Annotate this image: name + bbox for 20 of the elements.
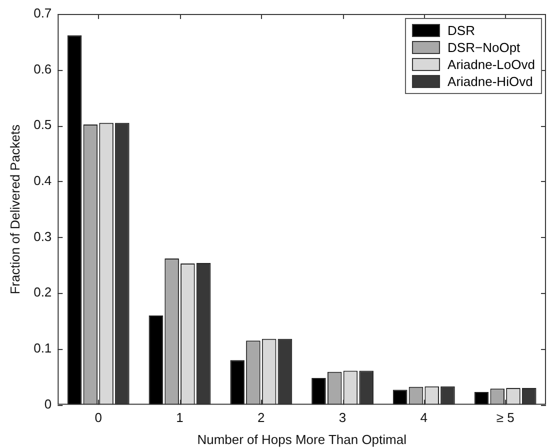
- x-axis-title: Number of Hops More Than Optimal: [197, 432, 407, 447]
- x-tick-label: 4: [420, 410, 428, 426]
- x-tick-label: ≥ 5: [496, 410, 514, 426]
- legend-label: DSR: [448, 22, 475, 39]
- x-tick-label: 2: [258, 410, 265, 426]
- y-tick-label: 0: [44, 396, 52, 412]
- legend-label: DSR−NoOpt: [448, 39, 520, 56]
- x-tick-label: 1: [176, 410, 184, 426]
- y-tick-label: 0.6: [34, 61, 52, 76]
- y-tick-label: 0.4: [34, 173, 52, 188]
- y-axis-title: Fraction of Delivered Packets: [7, 124, 22, 294]
- y-tick-label: 0.7: [34, 6, 52, 21]
- y-tick-label: 0.5: [34, 117, 52, 132]
- x-tick-label: 3: [338, 410, 346, 426]
- y-tick-label: 0.1: [34, 340, 52, 356]
- y-tick-label: 0.2: [34, 284, 52, 300]
- x-tick-label: 0: [94, 410, 102, 426]
- y-tick-label: 0.3: [34, 228, 52, 244]
- legend-label: Ariadne-HiOvd: [448, 73, 533, 90]
- legend-label: Ariadne-LoOvd: [448, 56, 535, 73]
